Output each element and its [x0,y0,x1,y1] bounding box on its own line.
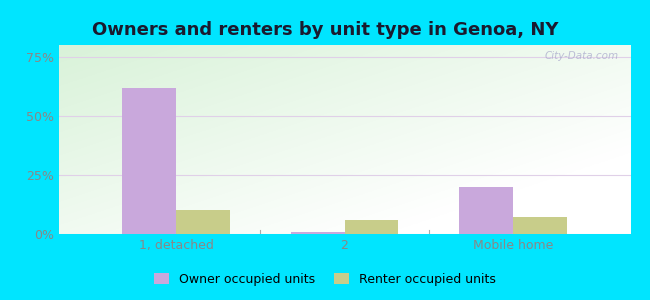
Bar [459,187,513,234]
Bar [122,88,176,234]
Bar [291,232,344,234]
Text: Owners and renters by unit type in Genoa, NY: Owners and renters by unit type in Genoa… [92,21,558,39]
Bar [176,210,230,234]
Text: City-Data.com: City-Data.com [545,51,619,61]
Bar [344,220,398,234]
Legend: Owner occupied units, Renter occupied units: Owner occupied units, Renter occupied un… [149,268,501,291]
Bar [513,218,567,234]
